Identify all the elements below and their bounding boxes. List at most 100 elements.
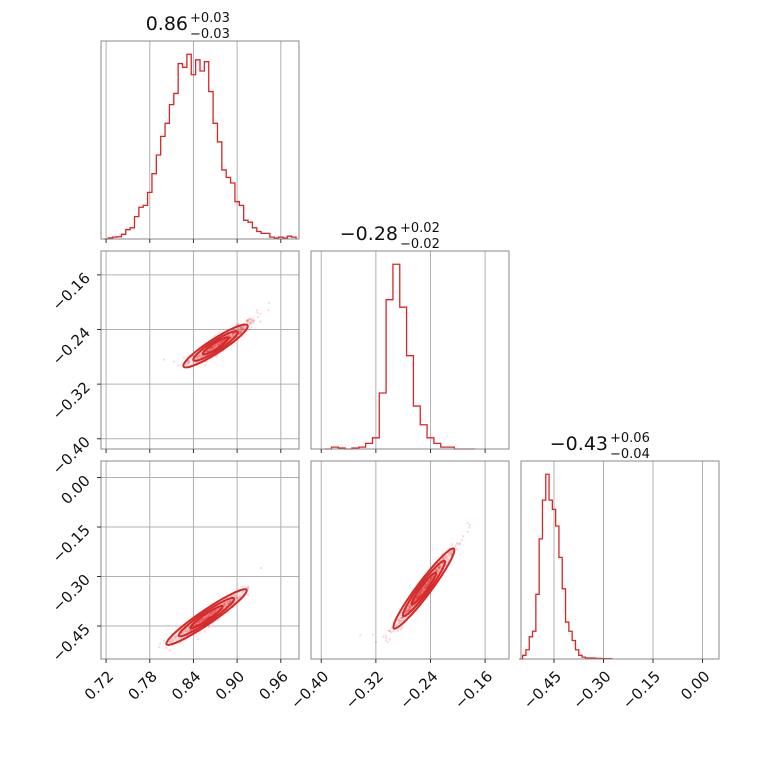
y-tick-label: −0.30 — [49, 571, 94, 616]
sample-point — [248, 317, 252, 320]
sample-point — [408, 606, 412, 610]
sample-point — [239, 330, 242, 333]
sample-point — [230, 336, 233, 339]
sample-point — [259, 320, 262, 323]
sample-point — [437, 569, 440, 572]
sample-point — [429, 579, 432, 582]
panel-frame — [100, 460, 300, 660]
x-tick-label: 0.96 — [256, 667, 292, 703]
sample-point — [197, 620, 200, 624]
y-tick-label: −0.40 — [49, 433, 94, 478]
sample-point — [208, 347, 212, 350]
sample-point — [222, 339, 225, 342]
sample-point — [226, 600, 229, 603]
contour-level — [165, 588, 248, 646]
sample-point — [439, 566, 442, 569]
sample-point — [428, 580, 431, 584]
sample-point — [421, 589, 424, 592]
sample-point — [242, 326, 245, 329]
sample-point — [388, 638, 392, 641]
sample-point — [390, 627, 393, 630]
sample-point — [251, 321, 254, 324]
sample-point — [241, 328, 244, 331]
sample-point — [384, 639, 388, 642]
sample-point — [430, 577, 433, 580]
sample-point — [207, 615, 210, 619]
sample-point — [260, 567, 263, 570]
sample-point — [239, 326, 242, 330]
panel-s1-2: −0.40 −0.32 −0.24 −0.16 — [287, 460, 510, 713]
sample-point — [214, 355, 218, 358]
sample-point — [219, 342, 223, 345]
sample-point — [435, 568, 439, 572]
sample-point — [211, 611, 214, 614]
histogram-step-line — [324, 263, 475, 450]
sample-point — [423, 587, 427, 590]
sample-point — [209, 348, 212, 351]
sample-point — [419, 590, 422, 593]
sample-point — [231, 332, 234, 336]
panel-title-minus: −0.02 — [400, 237, 440, 252]
sample-point — [421, 588, 424, 591]
sample-point — [229, 600, 232, 603]
sample-point — [450, 543, 453, 546]
sample-point — [208, 614, 212, 618]
sample-point — [429, 577, 433, 580]
sample-point — [426, 583, 429, 587]
sample-point — [198, 354, 201, 357]
sample-point — [238, 332, 242, 335]
sample-point — [162, 358, 166, 361]
sample-point — [223, 338, 227, 342]
sample-point — [424, 585, 428, 588]
sample-point — [372, 633, 375, 636]
sample-point — [198, 619, 202, 623]
sample-point — [211, 346, 215, 349]
sample-point — [187, 628, 191, 631]
sample-point — [214, 344, 218, 347]
sample-point — [423, 586, 426, 589]
sample-point — [419, 592, 422, 596]
sample-point — [417, 594, 420, 597]
sample-point — [171, 639, 174, 642]
panel-s0-1: −0.16 −0.24 −0.32 −0.40 — [49, 250, 300, 478]
sample-point — [189, 629, 193, 632]
panel-s0-2: 0.72 0.78 0.84 0.90 0.96 0.00 −0.15 −0.30−0.45 — [49, 460, 300, 704]
sample-point — [427, 583, 430, 586]
sample-point — [238, 329, 241, 332]
sample-point — [468, 526, 471, 529]
sample-point — [208, 612, 212, 615]
sample-point — [417, 594, 420, 598]
sample-point — [218, 341, 221, 344]
sample-point — [427, 580, 430, 583]
sample-point — [399, 621, 402, 624]
sample-point — [434, 569, 437, 572]
panel-h0: 0.86 +0.03−0.03 — [100, 11, 300, 243]
sample-point — [240, 330, 243, 333]
sample-point — [396, 629, 399, 632]
sample-point — [447, 554, 451, 557]
sample-point — [437, 566, 441, 569]
sample-point — [445, 557, 448, 560]
sample-point — [229, 335, 232, 338]
sample-point — [250, 322, 253, 325]
sample-point — [216, 344, 219, 347]
sample-point — [416, 594, 419, 597]
x-tick-label: −0.16 — [451, 667, 496, 712]
sample-point — [406, 609, 409, 612]
sample-point — [186, 630, 189, 633]
sample-point — [234, 331, 237, 334]
sample-point — [195, 622, 198, 625]
sample-point — [231, 334, 234, 337]
sample-point — [203, 630, 206, 633]
sample-point — [247, 320, 251, 323]
sample-point — [408, 608, 411, 611]
sample-point — [235, 596, 238, 599]
sample-point — [407, 609, 411, 612]
sample-point — [247, 585, 250, 588]
contour-level — [182, 323, 249, 369]
sample-point — [244, 327, 247, 330]
contour-level — [410, 571, 438, 606]
sample-point — [250, 326, 253, 329]
sample-point — [419, 590, 422, 593]
sample-point — [248, 323, 251, 326]
